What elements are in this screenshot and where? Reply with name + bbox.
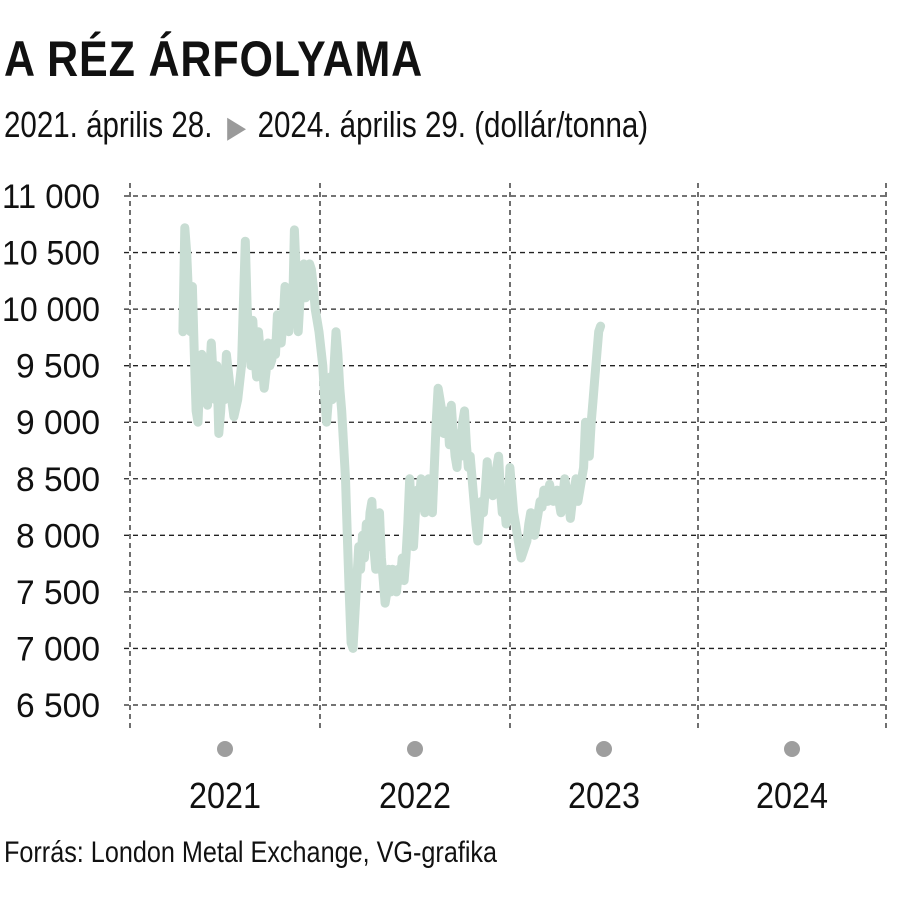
year-marker-dot xyxy=(217,741,233,757)
series-layer xyxy=(178,223,606,653)
year-marker-dot xyxy=(407,741,423,757)
y-tick-label: 8 000 xyxy=(16,517,100,555)
subtitle-end-date: 2024. április 29. (dollár/tonna) xyxy=(257,104,649,145)
year-markers xyxy=(217,741,800,757)
year-marker-dot xyxy=(784,741,800,757)
year-marker-dot xyxy=(596,741,612,757)
y-tick-label: 9 000 xyxy=(16,404,100,442)
y-tick-label: 9 500 xyxy=(16,348,100,386)
play-arrow-icon: ▶ xyxy=(227,111,247,144)
y-tick-label: 7 500 xyxy=(16,574,100,612)
chart-source: Forrás: London Metal Exchange, VG-grafik… xyxy=(4,836,498,869)
grid xyxy=(124,183,887,728)
x-tick-label: 2024 xyxy=(756,775,828,816)
chart-subtitle: 2021. április 28. ▶ 2024. április 29. (dol… xyxy=(4,104,648,146)
subtitle-start-date: 2021. április 28. xyxy=(4,104,213,145)
y-tick-label: 7 000 xyxy=(16,630,100,668)
y-tick-label: 10 500 xyxy=(2,235,100,273)
series-line xyxy=(178,223,606,653)
x-tick-label: 2023 xyxy=(568,775,640,816)
y-tick-label: 11 000 xyxy=(2,178,100,216)
x-tick-label: 2021 xyxy=(189,775,261,816)
x-tick-label: 2022 xyxy=(379,775,451,816)
y-tick-label: 8 500 xyxy=(16,461,100,499)
chart-title: A RÉZ ÁRFOLYAMA xyxy=(4,31,424,87)
y-tick-label: 6 500 xyxy=(16,687,100,725)
y-tick-label: 10 000 xyxy=(2,291,100,329)
y-axis-ticks: 11 000 10 500 10 000 9 500 9 000 8 500 8 000 7 … xyxy=(2,178,100,725)
x-axis-ticks: 2021 2022 2023 2024 xyxy=(189,775,828,816)
